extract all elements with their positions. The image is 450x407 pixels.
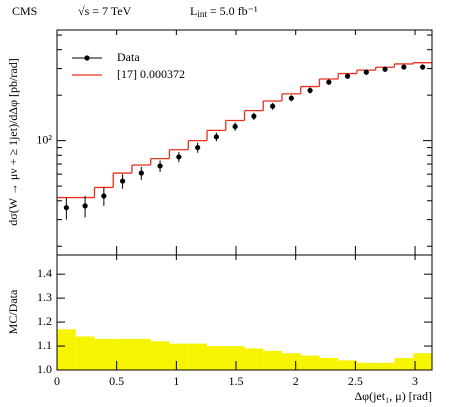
ratio-y-tick-label: 1.3 xyxy=(37,290,52,304)
lumi-symbol: L xyxy=(190,4,197,18)
data-point xyxy=(63,205,69,211)
data-point xyxy=(82,203,88,209)
legend-label: Data xyxy=(117,50,140,64)
lumi-text: = 5.0 fb⁻¹ xyxy=(210,4,258,18)
ratio-bar xyxy=(356,362,376,370)
y-tick-label: 10² xyxy=(36,132,52,146)
x-tick-label: 1.5 xyxy=(229,374,244,388)
plot-frame xyxy=(56,29,433,256)
x-axis-label: Δφ(jet₁, μ) [rad] xyxy=(354,389,432,403)
data-point xyxy=(251,113,257,119)
ratio-y-tick-label: 1.0 xyxy=(37,362,52,376)
data-point xyxy=(288,95,294,101)
energy: √s = 7 TeV xyxy=(78,4,132,18)
data-point xyxy=(176,154,182,160)
x-tick-label: 2.5 xyxy=(348,374,363,388)
data-point xyxy=(119,178,126,184)
data-point xyxy=(101,193,107,199)
data-point xyxy=(270,103,276,109)
ratio-bar xyxy=(57,329,76,370)
data-point xyxy=(195,144,201,151)
data-point xyxy=(157,163,163,169)
legend-label: [17] 0.000372 xyxy=(117,67,185,81)
ratio-bar xyxy=(300,355,320,370)
x-tick-label: 3 xyxy=(412,374,418,388)
ratio-bar xyxy=(207,346,226,370)
ratio-bar xyxy=(94,338,114,370)
data-point xyxy=(326,79,332,85)
lumi-subscript: int xyxy=(197,9,207,19)
ratio-y-tick-label: 1.2 xyxy=(37,314,52,328)
ratio-bar xyxy=(263,350,282,370)
ratio-bar xyxy=(150,341,170,370)
ratio-bar xyxy=(169,343,189,370)
data-point xyxy=(138,170,144,176)
ratio-y-tick-label: 1.1 xyxy=(37,338,52,352)
x-tick-label: 0 xyxy=(54,374,60,388)
y-axis-label: dσ(W → μν + ≥ 1jet)/dΔφ [pb/rad] xyxy=(6,58,20,225)
ratio-bar xyxy=(244,348,264,370)
ratio-bar xyxy=(188,343,208,370)
x-tick-label: 0.5 xyxy=(109,374,124,388)
x-tick-label: 2 xyxy=(293,374,299,388)
legend-symbol xyxy=(84,55,90,61)
data-point xyxy=(401,64,407,70)
data-point xyxy=(232,123,238,130)
data-point xyxy=(420,64,426,70)
ratio-bar xyxy=(131,338,151,370)
experiment: CMS xyxy=(12,4,37,18)
mc-step-connector xyxy=(93,62,414,198)
ratio-frame xyxy=(56,254,433,371)
ratio-y-tick-label: 1.4 xyxy=(37,266,52,280)
data-point xyxy=(363,69,369,75)
data-point xyxy=(307,87,313,94)
ratio-bar xyxy=(113,338,132,370)
ratio-y-axis-label: MC/Data xyxy=(6,289,20,334)
ratio-bar xyxy=(319,358,339,370)
data-point xyxy=(382,66,388,72)
ratio-bar xyxy=(75,336,95,370)
ratio-bar xyxy=(281,353,301,370)
ratio-bar xyxy=(225,346,245,370)
ratio-bar xyxy=(375,362,395,370)
ratio-bar xyxy=(338,360,357,370)
x-tick-label: 1 xyxy=(173,374,179,388)
ratio-bar xyxy=(394,358,414,370)
data-point xyxy=(344,73,351,79)
luminosity: Lint = 5.0 fb⁻¹ xyxy=(190,4,258,19)
data-point xyxy=(213,134,219,140)
ratio-bar xyxy=(413,353,432,370)
